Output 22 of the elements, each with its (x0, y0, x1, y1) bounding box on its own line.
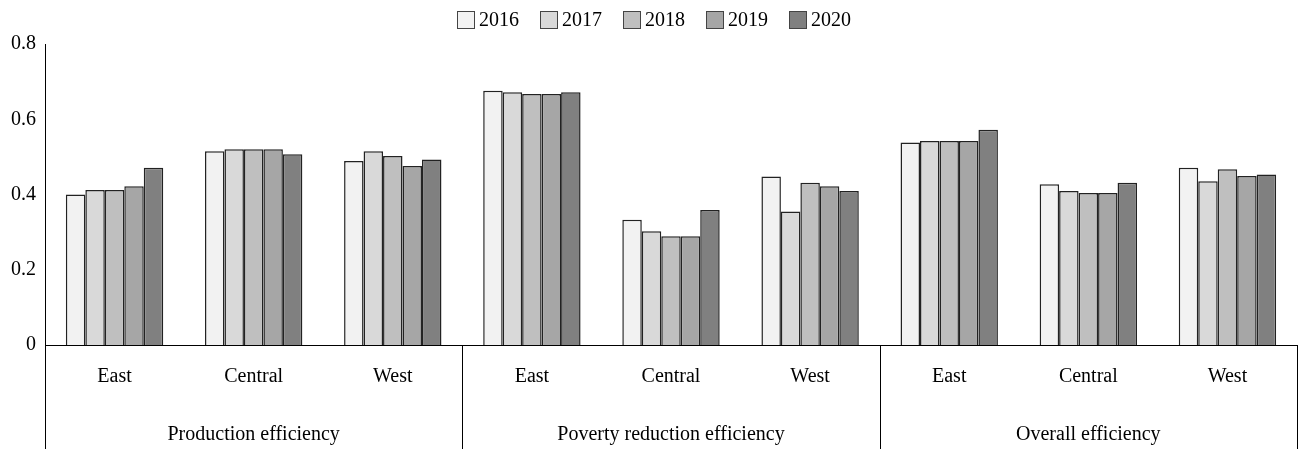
y-tick-label: 0.8 (11, 31, 36, 54)
x-tick-label: Central (1058, 364, 1119, 387)
x-tick-label: Central (641, 364, 701, 387)
y-tick-label: 0 (26, 332, 36, 355)
legend-label: 2016 (479, 8, 519, 31)
y-tick-label: 0.4 (11, 181, 36, 204)
text: Poverty reduction efficiency (557, 422, 785, 446)
legend-label: 2017 (562, 8, 602, 31)
x-tick-label: West (790, 364, 831, 387)
x-tick-label: East (514, 364, 550, 387)
x-tick-label: Central (224, 364, 284, 387)
legend-label: 2020 (811, 8, 851, 31)
legend-label: 2019 (728, 8, 768, 31)
y-tick-label: 0.2 (11, 257, 36, 279)
x-tick-label: West (373, 364, 413, 387)
text: Overall efficiency (1016, 422, 1161, 446)
x-tick-label: East (97, 364, 133, 387)
y-tick-label: 0.6 (11, 106, 36, 129)
x-tick-label: West (1207, 364, 1248, 387)
legend-label: 2018 (645, 8, 685, 31)
x-tick-label: East (932, 364, 967, 387)
text: Production efficiency (167, 422, 340, 446)
